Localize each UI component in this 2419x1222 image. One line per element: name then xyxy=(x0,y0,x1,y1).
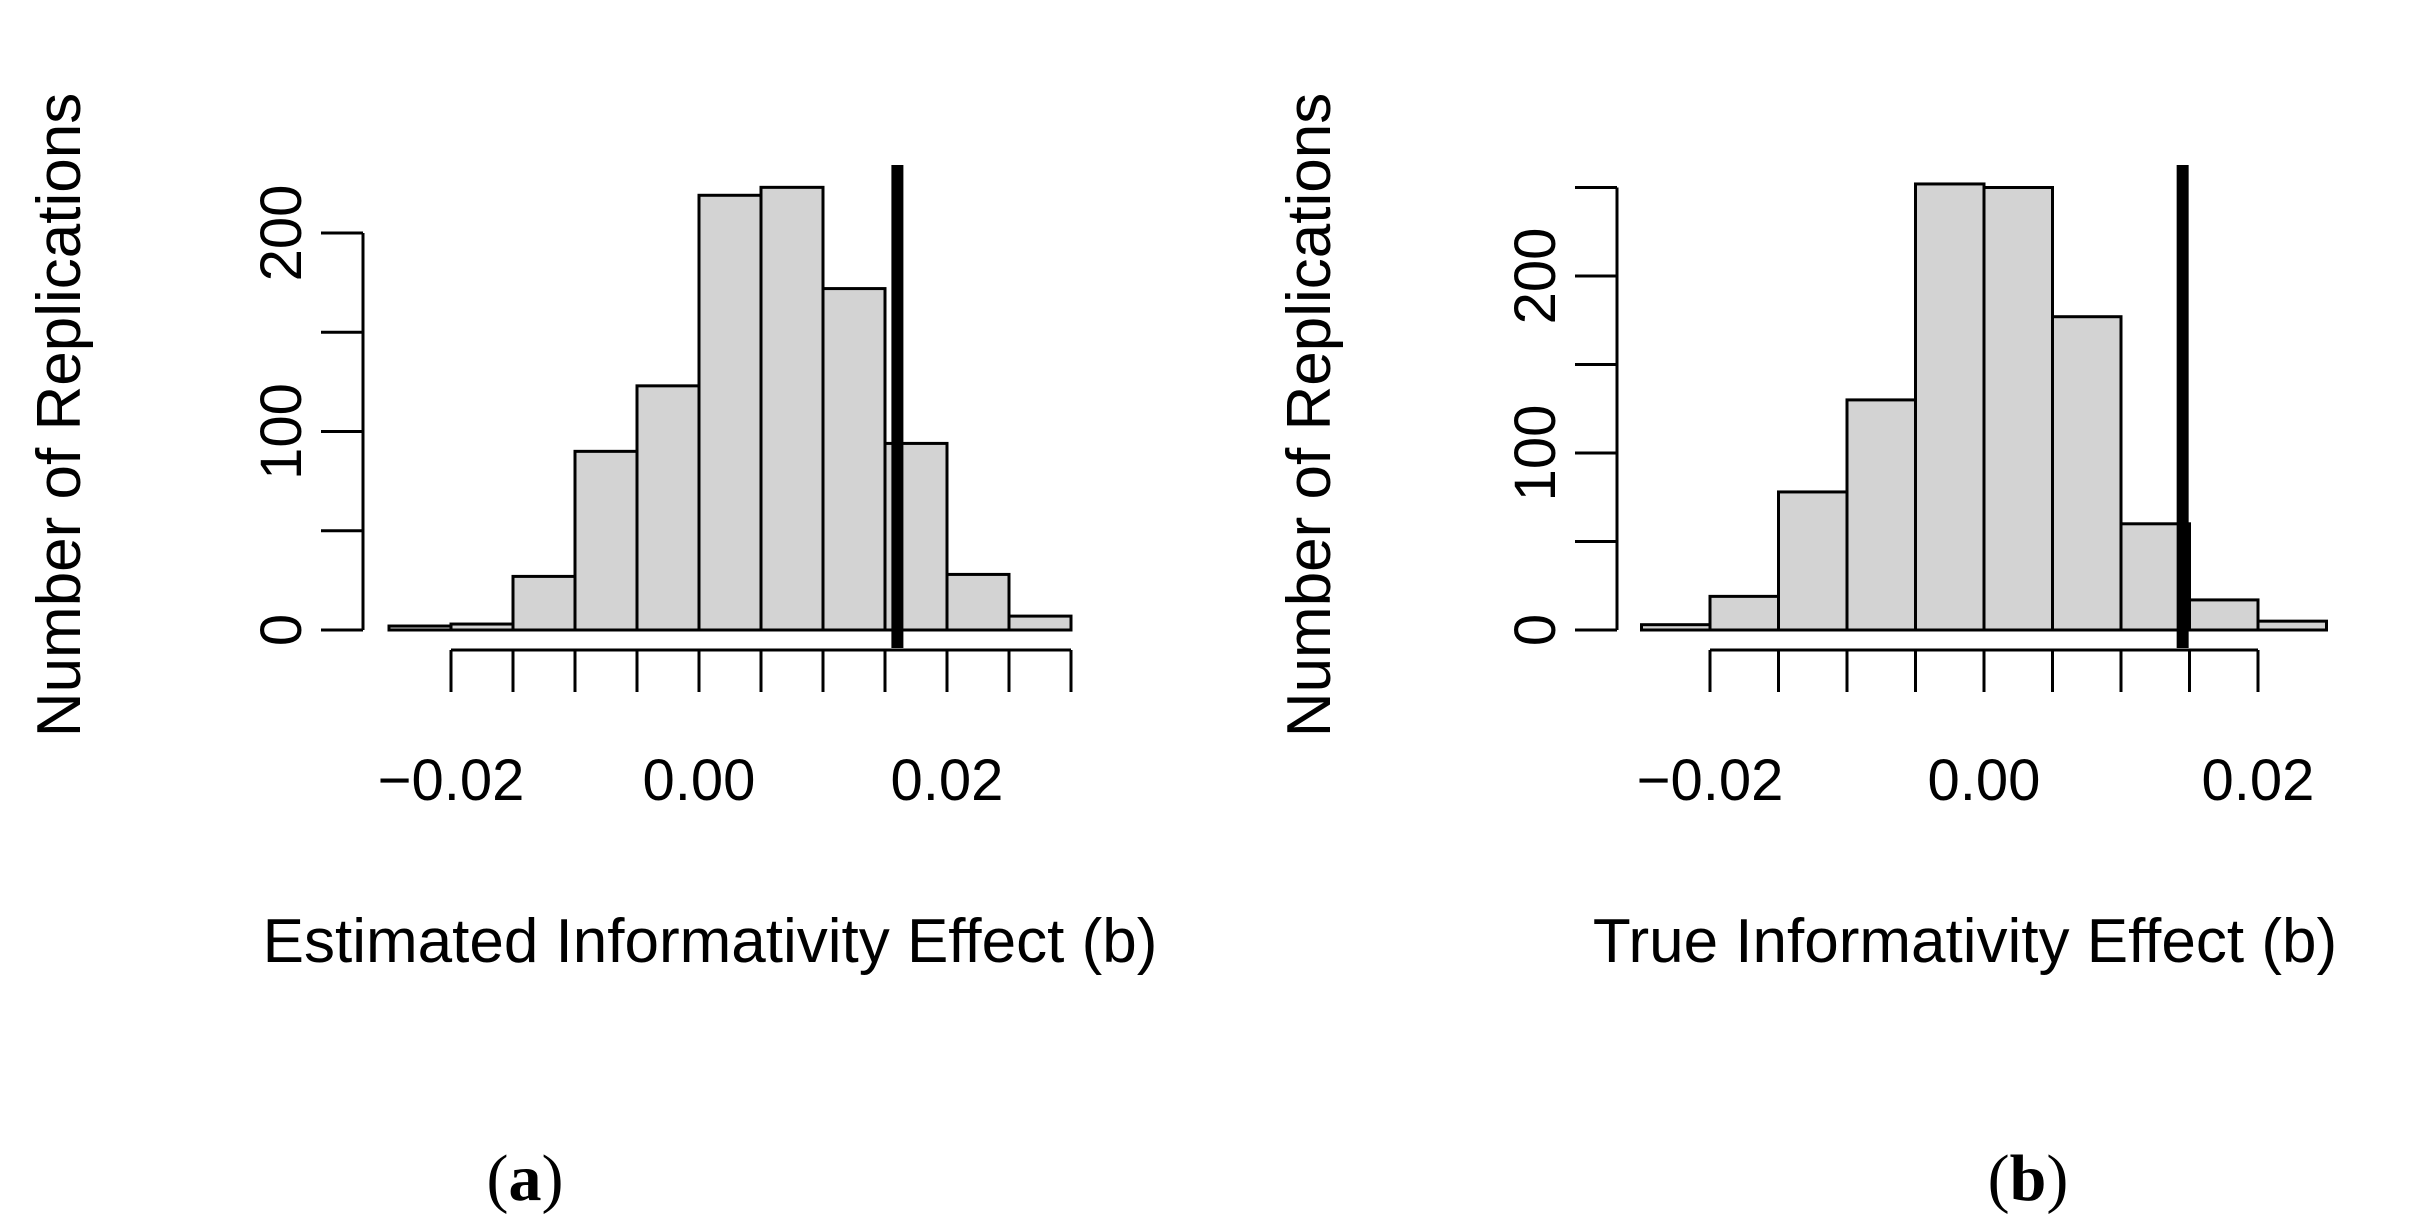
histogram-bar xyxy=(449,622,515,632)
x-tick-label: 0.02 xyxy=(891,748,1004,813)
histogram-bar xyxy=(1914,182,1986,632)
histogram-bar xyxy=(635,384,701,632)
panel-label: (a) xyxy=(487,1142,564,1215)
y-tick-label: 100 xyxy=(249,383,314,480)
histogram-bar xyxy=(573,449,639,632)
histogram-bar xyxy=(697,193,763,632)
chart-panel-a: 0 100 200 −0.02 0.00 0.02 Estimated Informativ… xyxy=(25,93,1157,1215)
x-tick-label: −0.02 xyxy=(1637,748,1784,813)
histogram-bar xyxy=(759,185,825,632)
x-tick-label: −0.02 xyxy=(378,748,525,813)
histogram-bar xyxy=(1640,623,1712,632)
histogram-bar xyxy=(1708,594,1780,632)
histogram-bar xyxy=(2051,315,2123,632)
histogram-bar xyxy=(1007,614,1073,632)
y-tick-label: 0 xyxy=(249,614,314,646)
histogram-bar xyxy=(821,287,887,632)
y-tick-label: 100 xyxy=(1503,405,1568,502)
x-axis-label: Estimated Informativity Effect (b) xyxy=(263,907,1158,976)
y-tick-label: 0 xyxy=(1503,614,1568,646)
x-tick-label: 0.00 xyxy=(643,748,756,813)
histogram-bar xyxy=(2188,598,2260,632)
histogram-bar xyxy=(1777,490,1849,632)
histogram-bar xyxy=(511,574,577,632)
panel-letter: a xyxy=(509,1142,542,1215)
x-tick-label: 0.00 xyxy=(1928,748,2041,813)
y-axis-label: Number of Replications xyxy=(25,93,94,737)
histogram-bar xyxy=(2256,619,2328,632)
y-axis-label: Number of Replications xyxy=(1275,93,1344,737)
x-axis-label: True Informativity Effect (b) xyxy=(1593,907,2337,976)
y-tick-label: 200 xyxy=(249,185,314,282)
panel-label: (b) xyxy=(1988,1142,2069,1215)
histogram-bar xyxy=(1845,398,1917,632)
chart-panel-b: 0 100 200 −0.02 0.00 0.02 True Informativity E… xyxy=(1275,93,2337,1215)
x-tick-label: 0.02 xyxy=(2202,748,2315,813)
y-tick-label: 200 xyxy=(1503,228,1568,325)
histogram-bar xyxy=(1982,186,2054,632)
histogram-bar xyxy=(945,572,1011,632)
histogram-bar xyxy=(387,624,453,632)
panel-letter: b xyxy=(2010,1142,2047,1215)
